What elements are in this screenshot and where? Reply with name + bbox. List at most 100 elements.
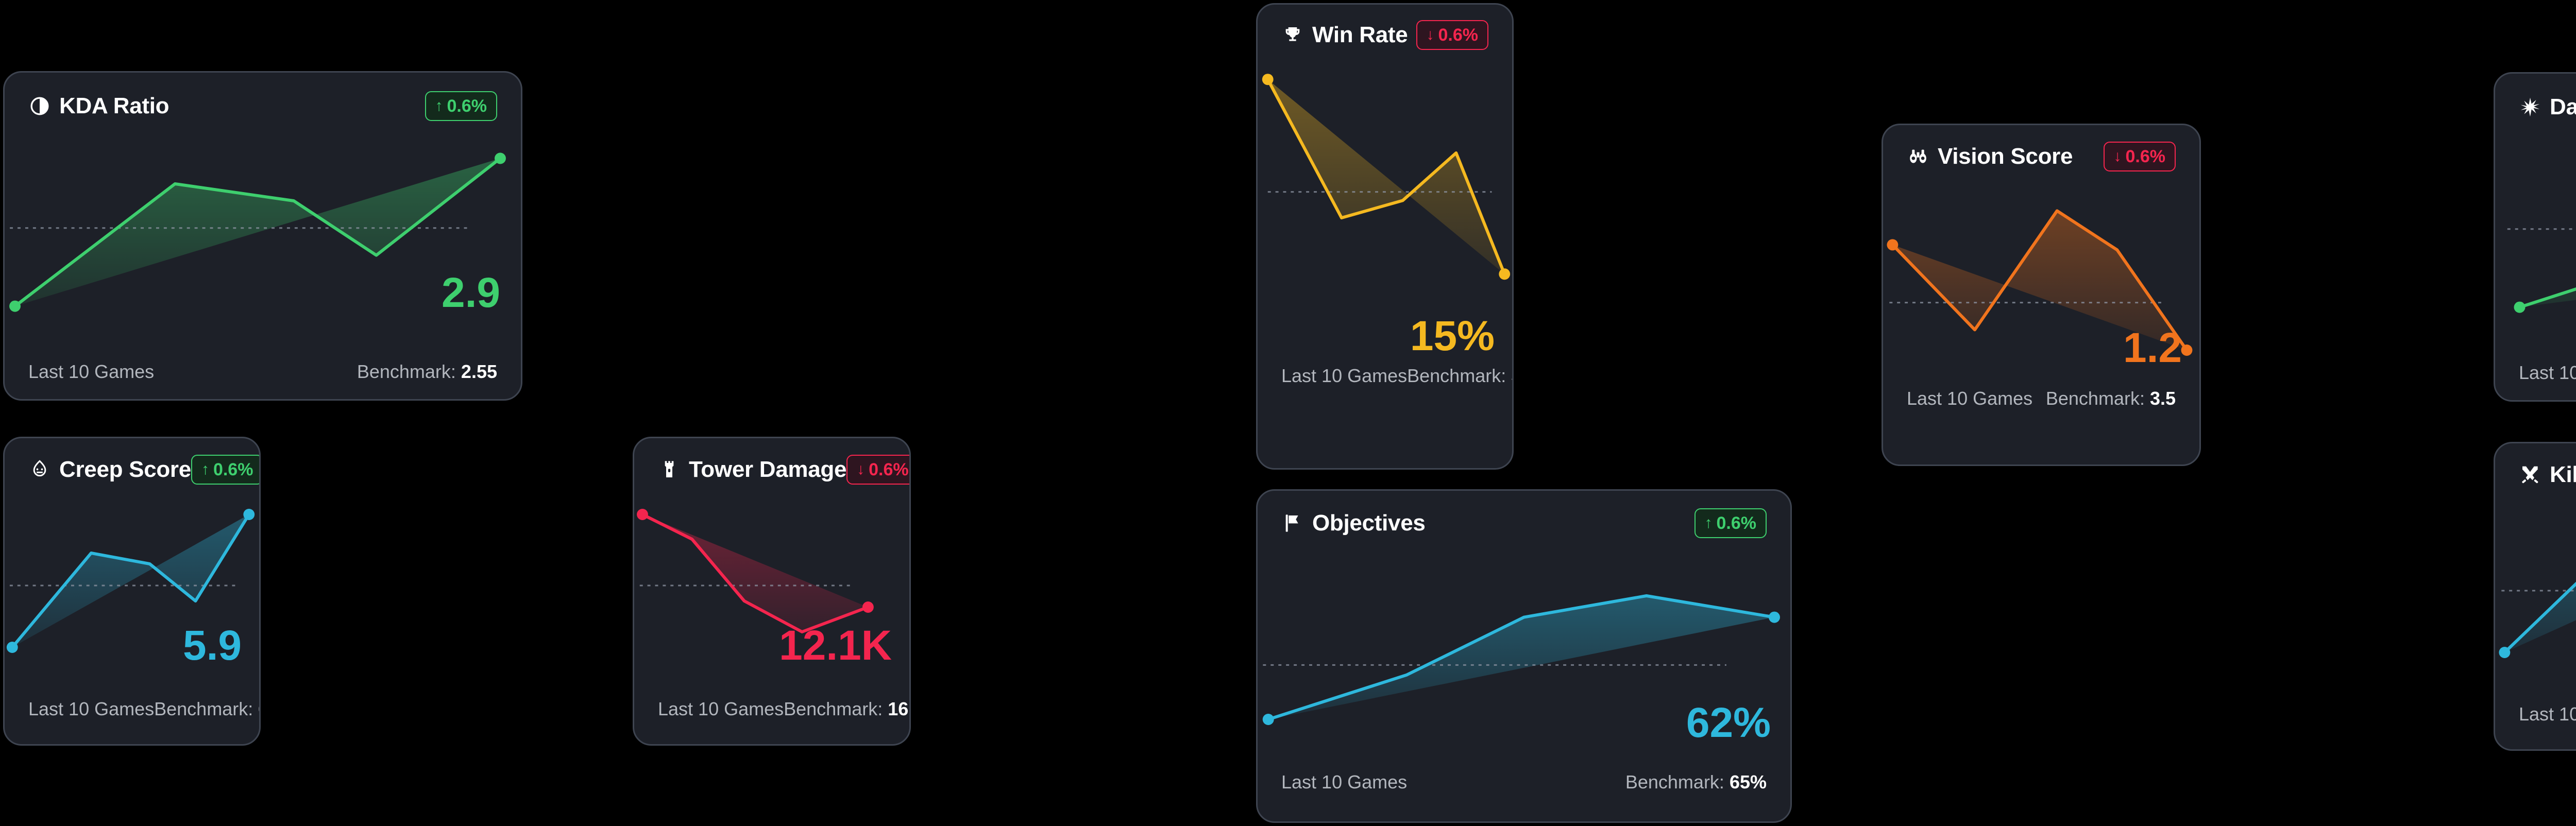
last-games-label: Last 10 Games xyxy=(28,361,155,382)
tower-icon xyxy=(658,458,681,481)
benchmark-prefix: Benchmark: xyxy=(2045,388,2150,409)
last-games-label: Last 10 Games xyxy=(1907,388,2033,409)
sparkline-chart xyxy=(1258,563,1790,728)
arrow-up-icon: ↑ xyxy=(435,97,443,114)
benchmark-value: 3.5 xyxy=(2149,388,2176,409)
benchmark-value: 65% xyxy=(1729,771,1767,793)
metric-card-kda-ratio[interactable]: KDA Ratio ↑ 0.6% 2.9 Last 10 Games Benchmark:… xyxy=(3,71,522,401)
card-title: Kills xyxy=(2550,462,2576,487)
sparkline-chart xyxy=(634,505,909,660)
card-title-group: Kills xyxy=(2519,462,2576,488)
last-games-label: Last 10 Games xyxy=(2519,362,2576,383)
card-footer: Last 10 Games Benchmark: 2.55 xyxy=(28,361,497,383)
minion-icon xyxy=(28,458,51,481)
metric-card-tower-damage[interactable]: Tower Damage ↓ 0.6% 12.1K Last 10 Games Bench… xyxy=(633,437,911,746)
card-title-group: Vision Score xyxy=(1907,144,2073,169)
metric-card-creep-score[interactable]: Creep Score ↑ 0.6% 5.9 Last 10 Games Benchmar… xyxy=(3,437,261,746)
metric-value: 5.9 xyxy=(183,622,242,669)
card-header: Objectives ↑ 0.6% xyxy=(1281,505,1767,541)
sparkline-chart xyxy=(2495,151,2576,321)
benchmark-prefix: Benchmark: xyxy=(784,698,888,719)
card-title-group: Win Rate xyxy=(1281,22,1408,48)
trend-badge-down: ↓ 0.6% xyxy=(846,455,909,485)
card-header: Tower Damage ↓ 0.6% xyxy=(658,452,909,488)
arrow-down-icon: ↓ xyxy=(2113,148,2122,165)
arrow-down-icon: ↓ xyxy=(1426,26,1434,43)
trend-badge-value: 0.6% xyxy=(869,460,909,479)
benchmark-prefix: Benchmark: xyxy=(1407,365,1512,386)
contrast-icon xyxy=(28,95,51,117)
metric-value: 2.9 xyxy=(442,269,500,316)
arrow-up-icon: ↑ xyxy=(201,461,209,478)
trend-badge-value: 0.6% xyxy=(447,96,487,116)
flag-icon xyxy=(1281,512,1304,535)
benchmark-value: 2.55 xyxy=(461,361,497,382)
benchmark-label: Benchmark: 55% xyxy=(1407,365,1512,387)
last-games-label: Last 10 Games xyxy=(28,698,155,719)
metric-value: 1.2 xyxy=(2123,324,2182,371)
trophy-icon xyxy=(1281,24,1304,46)
last-games-label: Last 10 Games xyxy=(1281,365,1408,386)
card-title: KDA Ratio xyxy=(59,93,170,118)
last-games-label: Last 10 Games xyxy=(2519,703,2576,725)
trend-badge-up: ↑ 0.6% xyxy=(191,455,259,485)
card-header: Damage Taken↑0.6% xyxy=(2519,89,2576,125)
trend-badge-down: ↓ 0.6% xyxy=(1416,20,1488,50)
card-title: Creep Score xyxy=(59,457,191,482)
sparkline-chart xyxy=(1258,66,1512,283)
card-title-group: KDA Ratio xyxy=(28,93,170,119)
trend-badge-value: 0.6% xyxy=(213,460,253,479)
trend-badge-up: ↑ 0.6% xyxy=(425,91,497,121)
metric-card-objectives[interactable]: Objectives ↑ 0.6% 62% Last 10 Games Benchmark… xyxy=(1256,489,1792,823)
benchmark-label: Benchmark: 6.5 xyxy=(154,698,259,720)
card-header: Creep Score ↑ 0.6% xyxy=(28,452,259,488)
metric-value: 15% xyxy=(1410,313,1495,359)
card-title-group: Damage Taken xyxy=(2519,94,2576,120)
arrow-up-icon: ↑ xyxy=(1704,514,1713,531)
card-header: Win Rate ↓ 0.6% xyxy=(1281,17,1488,53)
last-games-label: Last 10 Games xyxy=(1281,771,1408,793)
card-title: Win Rate xyxy=(1312,22,1408,47)
card-header: KDA Ratio ↑ 0.6% xyxy=(28,88,497,124)
sparkline-chart xyxy=(1883,197,2199,367)
metric-card-vision-score[interactable]: Vision Score ↓ 0.6% 1.2 Last 10 Games Benchma… xyxy=(1882,124,2201,466)
benchmark-prefix: Benchmark: xyxy=(357,361,461,382)
burst-icon xyxy=(2519,96,2541,118)
metric-value: 62% xyxy=(1686,699,1771,746)
benchmark-label: Benchmark: 65% xyxy=(1625,771,1767,793)
benchmark-prefix: Benchmark: xyxy=(1625,771,1730,793)
sparkline-chart xyxy=(5,150,521,320)
card-title-group: Tower Damage xyxy=(658,457,846,483)
card-header: Kills↑0.6% xyxy=(2519,457,2576,493)
sparkline-chart xyxy=(5,505,259,660)
benchmark-value: 55% xyxy=(1511,365,1512,386)
card-header: Vision Score ↓ 0.6% xyxy=(1907,139,2176,175)
metric-card-damage-taken[interactable]: Damage Taken↑0.6%4.9KLast 10 GamesBenchm… xyxy=(2494,72,2576,402)
card-title-group: Objectives xyxy=(1281,510,1426,536)
trend-badge-down: ↓ 0.6% xyxy=(2103,142,2176,171)
trend-badge-value: 0.6% xyxy=(2125,147,2166,166)
benchmark-label: Benchmark: 16.5K xyxy=(784,698,909,720)
benchmark-label: Benchmark: 3.5 xyxy=(2046,388,2176,409)
benchmark-label: Benchmark: 2.55 xyxy=(357,361,497,383)
swords-icon xyxy=(2519,463,2541,486)
trend-badge-value: 0.6% xyxy=(1438,25,1479,45)
arrow-down-icon: ↓ xyxy=(857,461,865,478)
benchmark-value: 6.5 xyxy=(258,698,259,719)
card-title-group: Creep Score xyxy=(28,457,191,483)
metric-value: 12.1K xyxy=(779,622,892,669)
card-title: Damage Taken xyxy=(2550,94,2576,119)
sparkline-chart xyxy=(2495,510,2576,665)
metric-card-win-rate[interactable]: Win Rate ↓ 0.6% 15% Last 10 Games Benchmark: … xyxy=(1256,3,1514,470)
last-games-label: Last 10 Games xyxy=(658,698,784,719)
card-footer: Last 10 Games Benchmark: 3.5 xyxy=(1907,388,2176,409)
trend-badge-up: ↑ 0.6% xyxy=(1694,508,1767,538)
trend-badge-value: 0.6% xyxy=(1716,513,1757,533)
